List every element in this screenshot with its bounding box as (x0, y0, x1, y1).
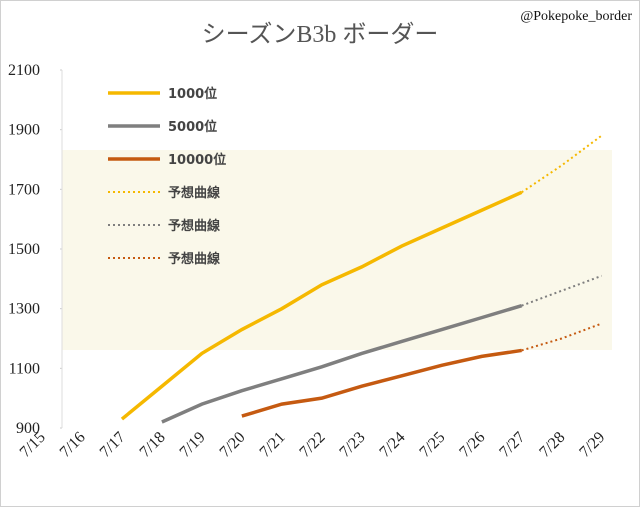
y-tick-label: 1500 (8, 241, 40, 258)
legend-label: 10000位 (168, 152, 226, 168)
y-tick-label: 1100 (9, 360, 40, 377)
series-line (241, 348, 522, 418)
series-line (120, 190, 523, 421)
series-line (161, 304, 523, 424)
credit: @Pokepoke_border (520, 9, 632, 24)
background-band (62, 150, 612, 350)
y-tick-label: 900 (16, 420, 40, 437)
series-line (521, 134, 603, 194)
legend-label: 予想曲線 (168, 251, 221, 267)
legend-label: 予想曲線 (168, 218, 221, 234)
series-line (521, 322, 602, 352)
chart-title: シーズンB3b ボーダー (202, 21, 439, 48)
legend-label: 1000位 (168, 86, 217, 102)
y-tick-label: 1700 (8, 181, 40, 198)
legend-label: 5000位 (168, 119, 217, 135)
legend-label: 予想曲線 (168, 185, 221, 201)
series-line (521, 274, 602, 307)
y-tick-label: 1900 (8, 122, 40, 139)
y-tick-label: 1300 (8, 301, 40, 318)
y-tick-label: 2100 (8, 62, 40, 79)
